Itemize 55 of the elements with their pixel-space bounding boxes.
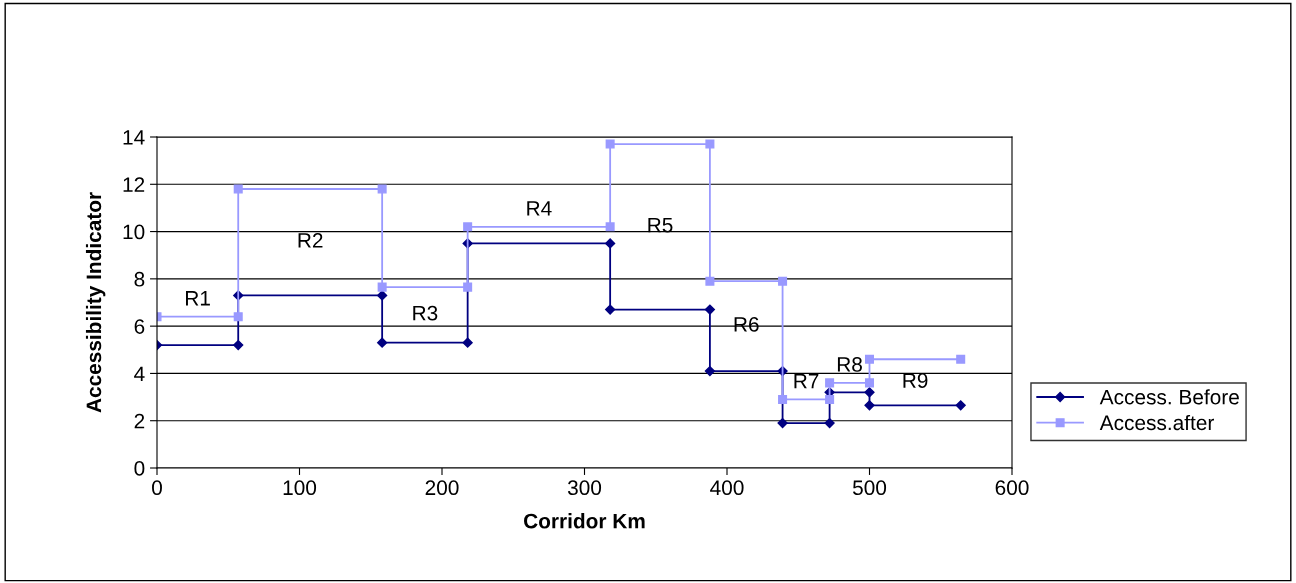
annotation: R4 <box>527 201 552 216</box>
annotation: R2 <box>298 233 323 248</box>
point <box>605 304 616 315</box>
y-tick-label: 6 <box>134 319 145 334</box>
point <box>956 354 966 364</box>
y-tick-label: 12 <box>123 177 145 192</box>
point <box>377 282 387 292</box>
annotation: R3 <box>413 305 438 321</box>
y-tick-label: 2 <box>134 413 145 429</box>
point <box>864 387 875 398</box>
point <box>605 222 615 232</box>
point <box>864 378 875 388</box>
point <box>705 139 715 149</box>
x-tick-label: 600 <box>995 480 1029 496</box>
annotation: R8 <box>837 357 862 372</box>
point <box>605 238 616 249</box>
point <box>233 184 243 194</box>
point <box>705 276 715 286</box>
point <box>778 394 788 404</box>
y-axis-title: Accessibility Indicator <box>85 192 106 413</box>
point <box>825 378 835 388</box>
y-tick-label: 14 <box>123 130 145 145</box>
point <box>778 276 788 286</box>
point <box>377 290 388 301</box>
annotation: R7 <box>794 373 819 389</box>
y-tick-label: 4 <box>134 366 145 381</box>
y-tick-label: 10 <box>123 224 145 240</box>
point <box>377 184 387 194</box>
point <box>377 337 388 348</box>
point <box>463 282 473 292</box>
point <box>233 312 243 322</box>
x-tick-label: 500 <box>852 480 887 496</box>
point <box>824 417 835 429</box>
x-tick-label: 0 <box>152 480 162 496</box>
x-tick-label: 200 <box>425 480 459 496</box>
point <box>955 400 966 411</box>
point <box>864 400 875 411</box>
point <box>463 222 473 232</box>
x-tick-label: 100 <box>283 480 317 496</box>
x-axis-title: Corridor Km <box>524 513 645 529</box>
x-tick-label: 400 <box>710 480 744 496</box>
point <box>704 304 716 315</box>
point <box>825 394 835 404</box>
annotation: R1 <box>186 291 210 306</box>
point <box>605 139 615 149</box>
y-tick-label: 0 <box>134 461 145 476</box>
legend-label: Access. Before <box>1099 389 1239 405</box>
point <box>233 339 244 351</box>
point <box>864 354 875 364</box>
x-tick-label: 300 <box>567 480 602 496</box>
legend-label: Access.after <box>1099 414 1214 431</box>
point <box>777 417 788 429</box>
y-tick-label: 8 <box>134 271 145 287</box>
point <box>462 337 473 348</box>
point <box>704 365 716 377</box>
